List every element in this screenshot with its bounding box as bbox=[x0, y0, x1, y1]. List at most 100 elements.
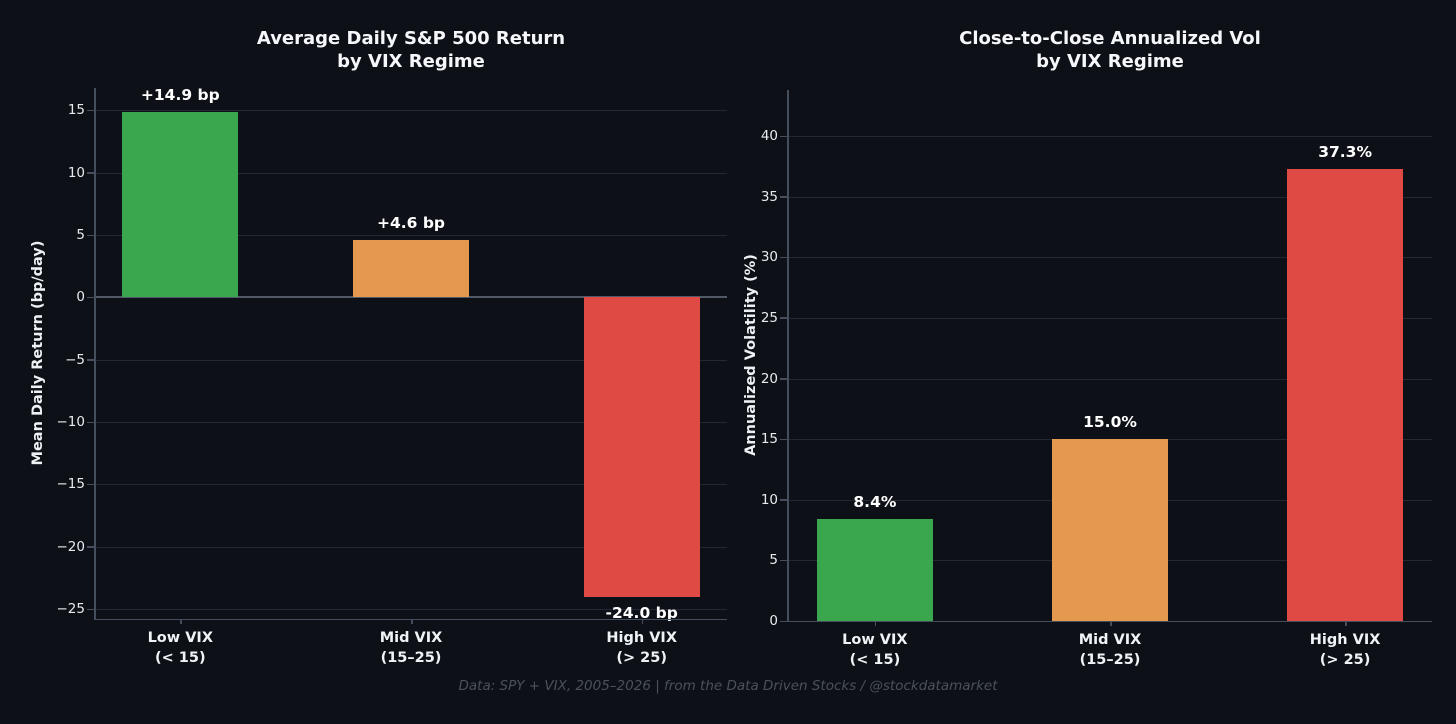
y-gridline bbox=[95, 359, 727, 361]
y-tick-mark bbox=[87, 109, 94, 112]
y-tick-mark bbox=[780, 559, 787, 562]
y-tick-label: 25 bbox=[760, 309, 778, 326]
bar-value-label-low-vix: +14.9 bp bbox=[140, 85, 220, 104]
bar-low-vix bbox=[122, 111, 239, 298]
x-category-label-line: Low VIX bbox=[147, 630, 214, 646]
y-tick-label: 0 bbox=[769, 613, 778, 629]
x-category-label-line: High VIX bbox=[606, 630, 678, 646]
y-gridline bbox=[95, 609, 727, 610]
x-axis-spine bbox=[94, 618, 727, 620]
bar-low-vix bbox=[816, 519, 933, 621]
bar-value-label-high-vix: 37.3% bbox=[1318, 142, 1372, 161]
y-gridline bbox=[788, 196, 1432, 198]
y-tick-mark bbox=[780, 135, 787, 138]
y-tick-mark bbox=[87, 172, 94, 174]
y-tick-label: 0 bbox=[76, 289, 85, 306]
x-category-label-line: Low VIX bbox=[842, 632, 908, 648]
y-tick-mark bbox=[87, 483, 94, 486]
y-gridline bbox=[95, 110, 727, 112]
y-tick-label: 20 bbox=[760, 370, 778, 387]
y-tick-mark bbox=[87, 296, 94, 299]
left-chart-title-line2: by VIX Regime bbox=[337, 51, 485, 72]
x-category-label-high-vix: High VIX (> 25) bbox=[606, 628, 677, 668]
bar-high-vix bbox=[1287, 168, 1404, 621]
x-category-label-line: (> 25) bbox=[616, 650, 667, 666]
right-chart-title-line2: by VIX Regime bbox=[1036, 51, 1184, 72]
y-tick-mark bbox=[780, 499, 787, 501]
right-chart-y-axis-label: Annualized Volatility (%) bbox=[743, 254, 759, 456]
y-gridline bbox=[95, 235, 727, 237]
x-tick-mark bbox=[1110, 621, 1112, 626]
y-gridline bbox=[788, 257, 1432, 259]
x-axis-spine bbox=[787, 620, 1432, 622]
y-tick-label: −5 bbox=[65, 351, 85, 368]
left-chart-title: Average Daily S&P 500 Return by VIX Regi… bbox=[257, 27, 565, 73]
y-tick-label: −20 bbox=[56, 538, 86, 555]
y-tick-mark bbox=[87, 421, 94, 424]
x-tick-mark bbox=[180, 619, 182, 624]
x-category-label-line: (< 15) bbox=[849, 652, 901, 668]
x-category-label-line: (15–25) bbox=[380, 650, 442, 666]
y-tick-label: 15 bbox=[67, 102, 85, 119]
y-tick-label: 30 bbox=[760, 249, 778, 266]
x-category-label-line: Mid VIX bbox=[1078, 632, 1142, 648]
y-tick-mark bbox=[87, 546, 94, 548]
y-tick-mark bbox=[780, 438, 787, 441]
left-chart-title-line1: Average Daily S&P 500 Return bbox=[256, 28, 566, 49]
figure-caption: Data: SPY + VIX, 2005–2026 | from the Da… bbox=[458, 678, 998, 694]
y-tick-mark bbox=[87, 234, 94, 237]
y-tick-label: 5 bbox=[76, 227, 85, 244]
x-tick-mark bbox=[641, 619, 644, 624]
x-category-label-line: Mid VIX bbox=[379, 630, 443, 646]
x-category-label-mid-vix: Mid VIX (15–25) bbox=[380, 628, 443, 668]
bar-value-label-high-vix: -24.0 bp bbox=[605, 603, 678, 622]
x-category-label-line: High VIX bbox=[1309, 632, 1381, 648]
right-chart-plot-area: 0 5 10 15 20 25 30 35 40 8.4% Low VIX (< 15) 15.0% Mi… bbox=[761, 90, 1432, 668]
x-tick-mark bbox=[1345, 621, 1347, 626]
x-tick-mark bbox=[874, 621, 877, 626]
y-tick-mark bbox=[780, 317, 787, 319]
zero-line bbox=[95, 296, 727, 299]
y-gridline bbox=[788, 136, 1432, 138]
bar-mid-vix bbox=[1052, 439, 1168, 621]
x-category-label-line: (> 25) bbox=[1319, 652, 1371, 668]
y-axis-spine bbox=[94, 88, 96, 620]
y-tick-label: −10 bbox=[56, 414, 86, 431]
y-tick-label: 10 bbox=[67, 164, 85, 181]
x-category-label-mid-vix: Mid VIX (15–25) bbox=[1079, 630, 1142, 670]
x-category-label-line: (15–25) bbox=[1079, 652, 1141, 668]
y-gridline bbox=[788, 378, 1432, 380]
y-tick-label: 5 bbox=[769, 552, 778, 569]
x-category-label-line: (< 15) bbox=[154, 650, 206, 666]
y-tick-mark bbox=[87, 359, 94, 361]
y-tick-mark bbox=[780, 196, 787, 198]
left-chart-plot-area: 15 10 5 0 −5 −10 −15 −20 −25 +14.9 bp Low VIX (< 15… bbox=[57, 85, 727, 666]
right-chart-title: Close-to-Close Annualized Vol by VIX Reg… bbox=[959, 27, 1261, 73]
y-gridline bbox=[95, 484, 727, 486]
y-tick-mark bbox=[780, 620, 787, 622]
y-gridline bbox=[788, 317, 1432, 319]
y-tick-label: 35 bbox=[760, 188, 778, 205]
bar-value-label-mid-vix: +4.6 bp bbox=[376, 214, 446, 233]
bar-high-vix bbox=[583, 297, 700, 597]
y-gridline bbox=[95, 172, 727, 174]
bar-mid-vix bbox=[353, 240, 469, 298]
y-tick-mark bbox=[87, 608, 94, 610]
y-tick-label: 10 bbox=[760, 491, 778, 508]
bar-value-label-mid-vix: 15.0% bbox=[1083, 413, 1137, 432]
y-tick-mark bbox=[780, 378, 787, 380]
x-category-label-low-vix: Low VIX (< 15) bbox=[148, 628, 213, 668]
right-chart-title-line1: Close-to-Close Annualized Vol bbox=[959, 28, 1261, 49]
bar-value-label-low-vix: 8.4% bbox=[853, 493, 897, 512]
x-category-label-high-vix: High VIX (> 25) bbox=[1310, 630, 1381, 670]
y-tick-label: −25 bbox=[56, 601, 86, 617]
y-gridline bbox=[95, 546, 727, 548]
y-tick-label: 15 bbox=[760, 431, 778, 448]
y-tick-label: −15 bbox=[56, 476, 86, 493]
y-gridline bbox=[95, 422, 727, 424]
y-axis-spine bbox=[787, 90, 789, 622]
x-tick-mark bbox=[411, 619, 413, 624]
y-tick-label: 40 bbox=[760, 128, 778, 145]
y-tick-mark bbox=[780, 256, 787, 259]
